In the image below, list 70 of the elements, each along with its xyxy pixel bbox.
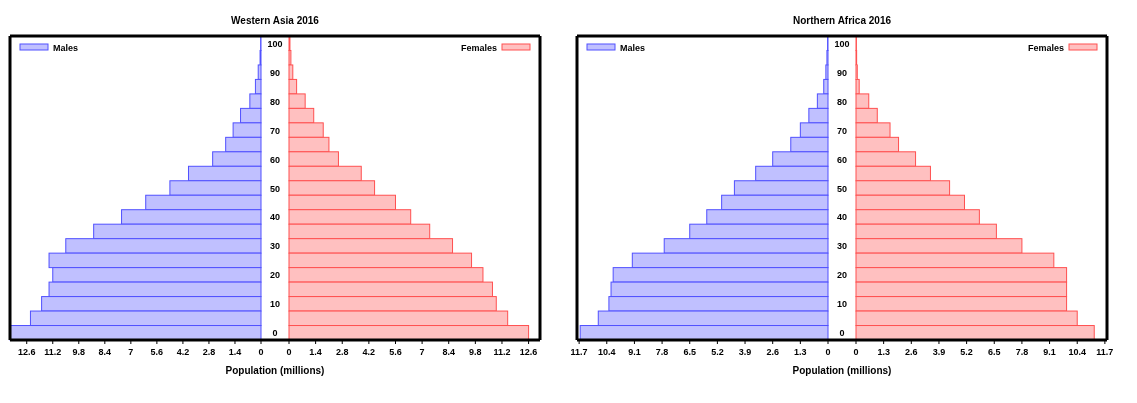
x-tick-label: 7.8 [655,347,669,357]
y-tick-label: 50 [269,183,281,194]
x-tick-label: 0 [258,347,264,357]
x-tick-label: 9.8 [72,347,86,357]
x-tick-label: 11.7 [1096,347,1114,357]
legend-label: Females [460,43,497,53]
y-tick-label: 30 [836,241,848,252]
y-tick-label: 60 [836,154,848,165]
x-tick-label: 12.6 [17,347,36,357]
y-tick-label: 90 [269,67,281,78]
legend-label: Males [53,43,79,53]
y-tick-label: 80 [269,96,281,107]
x-tick-label: 1.3 [877,347,890,357]
x-tick-label: 2.8 [335,347,349,357]
x-tick-label: 6.5 [988,347,1001,357]
y-tick-label: 30 [269,241,281,252]
y-tick-label: 10 [836,299,848,310]
x-axis-title: Population (millions) [792,365,892,376]
legend-label: Males [620,43,646,53]
x-tick-label: 0 [853,347,859,357]
y-tick-label: 40 [269,212,281,223]
y-tick-label: 20 [269,270,281,281]
x-tick-label: 2.6 [905,347,918,357]
x-tick-label: 1.3 [794,347,807,357]
y-tick-label: 40 [836,212,848,223]
y-tick-label: 100 [834,38,850,49]
y-tick-label: 0 [839,328,845,339]
y-tick-label: 60 [269,154,281,165]
x-tick-label: 4.2 [362,347,376,357]
legend-label: Females [1027,43,1064,53]
x-tick-label: 0 [825,347,831,357]
x-tick-label: 5.2 [711,347,724,357]
y-tick-label: 70 [269,125,281,136]
x-tick-label: 12.6 [519,347,538,357]
x-tick-label: 10.4 [598,347,616,357]
x-tick-label: 3.9 [738,347,752,357]
x-tick-label: 3.9 [932,347,946,357]
y-tick-label: 90 [836,67,848,78]
x-tick-label: 11.2 [493,347,511,357]
x-tick-label: 9.1 [1043,347,1056,357]
x-tick-label: 7 [419,347,425,357]
x-tick-label: 1.4 [228,347,242,357]
y-tick-label: 0 [272,328,278,339]
x-tick-label: 5.2 [960,347,973,357]
x-tick-label: 1.4 [309,347,322,357]
x-tick-label: 2.8 [202,347,216,357]
x-tick-label: 9.8 [469,347,482,357]
x-tick-label: 7 [128,347,134,357]
x-tick-label: 8.4 [98,347,112,357]
y-tick-label: 20 [836,270,848,281]
x-tick-label: 2.6 [766,347,779,357]
x-axis-title: Population (millions) [225,365,325,376]
y-tick-label: 10 [269,299,281,310]
chart-title: Western Asia 2016 [231,15,320,26]
x-tick-label: 9.1 [628,347,641,357]
x-tick-label: 6.5 [683,347,696,357]
x-tick-label: 10.4 [1068,347,1086,357]
x-tick-label: 7.8 [1015,347,1029,357]
y-tick-label: 100 [267,38,283,49]
x-tick-label: 5.6 [389,347,402,357]
x-tick-label: 4.2 [176,347,190,357]
x-tick-label: 5.6 [150,347,164,357]
x-tick-label: 8.4 [442,347,455,357]
chart-title: Northern Africa 2016 [793,15,892,26]
y-tick-label: 80 [836,96,848,107]
x-tick-label: 11.7 [570,347,588,357]
x-tick-label: 0 [286,347,292,357]
x-tick-label: 11.2 [44,347,62,357]
y-tick-label: 50 [836,183,848,194]
y-tick-label: 70 [836,125,848,136]
